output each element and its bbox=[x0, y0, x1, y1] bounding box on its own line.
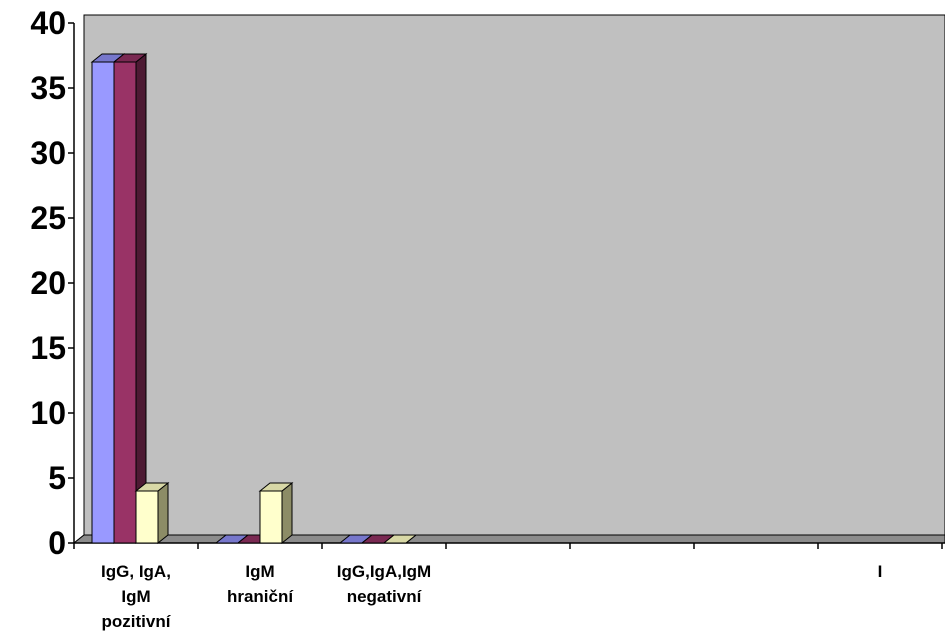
y-tick-label: 30 bbox=[30, 135, 66, 171]
x-category-label: IgM bbox=[245, 562, 274, 581]
bars bbox=[90, 52, 418, 545]
y-tick-label: 10 bbox=[30, 395, 66, 431]
y-tick-label: 40 bbox=[30, 5, 66, 41]
bar-s3-c3 bbox=[382, 534, 418, 544]
y-tick-label: 5 bbox=[48, 460, 66, 496]
y-tick-label: 20 bbox=[30, 265, 66, 301]
floor bbox=[72, 534, 945, 544]
bar-front bbox=[91, 61, 115, 544]
bar-top bbox=[382, 534, 418, 544]
x-category-label: negativní bbox=[347, 587, 423, 606]
bar-side bbox=[135, 52, 147, 545]
bar-s2-c1 bbox=[112, 52, 148, 545]
y-tick-label: 15 bbox=[30, 330, 66, 366]
bar-side bbox=[157, 481, 169, 545]
bar-s3-c1 bbox=[134, 481, 170, 545]
x-category-label: hraniční bbox=[227, 587, 294, 606]
y-axis: 0 5 10 15 20 25 30 35 40 bbox=[30, 5, 75, 561]
back-wall bbox=[72, 14, 945, 544]
y-tick-label: 0 bbox=[48, 525, 66, 561]
y-tick-label: 35 bbox=[30, 70, 66, 106]
x-category-label: IgG, IgA, bbox=[101, 562, 171, 581]
bar-front bbox=[135, 490, 159, 544]
bar-s3-c2 bbox=[258, 481, 294, 545]
x-category-label: IgG,IgA,IgM bbox=[337, 562, 431, 581]
y-tick-label: 25 bbox=[30, 200, 66, 236]
plot-background bbox=[72, 14, 945, 544]
x-category-label: pozitivní bbox=[102, 612, 172, 631]
x-category-label: I bbox=[878, 562, 883, 581]
bar-front bbox=[113, 61, 137, 544]
x-axis: IgG, IgA, IgM pozitivní IgM hraniční IgG,IgA,… bbox=[73, 542, 945, 631]
bar-front bbox=[259, 490, 283, 544]
bar-side bbox=[281, 481, 293, 545]
x-category-label: IgM bbox=[121, 587, 150, 606]
